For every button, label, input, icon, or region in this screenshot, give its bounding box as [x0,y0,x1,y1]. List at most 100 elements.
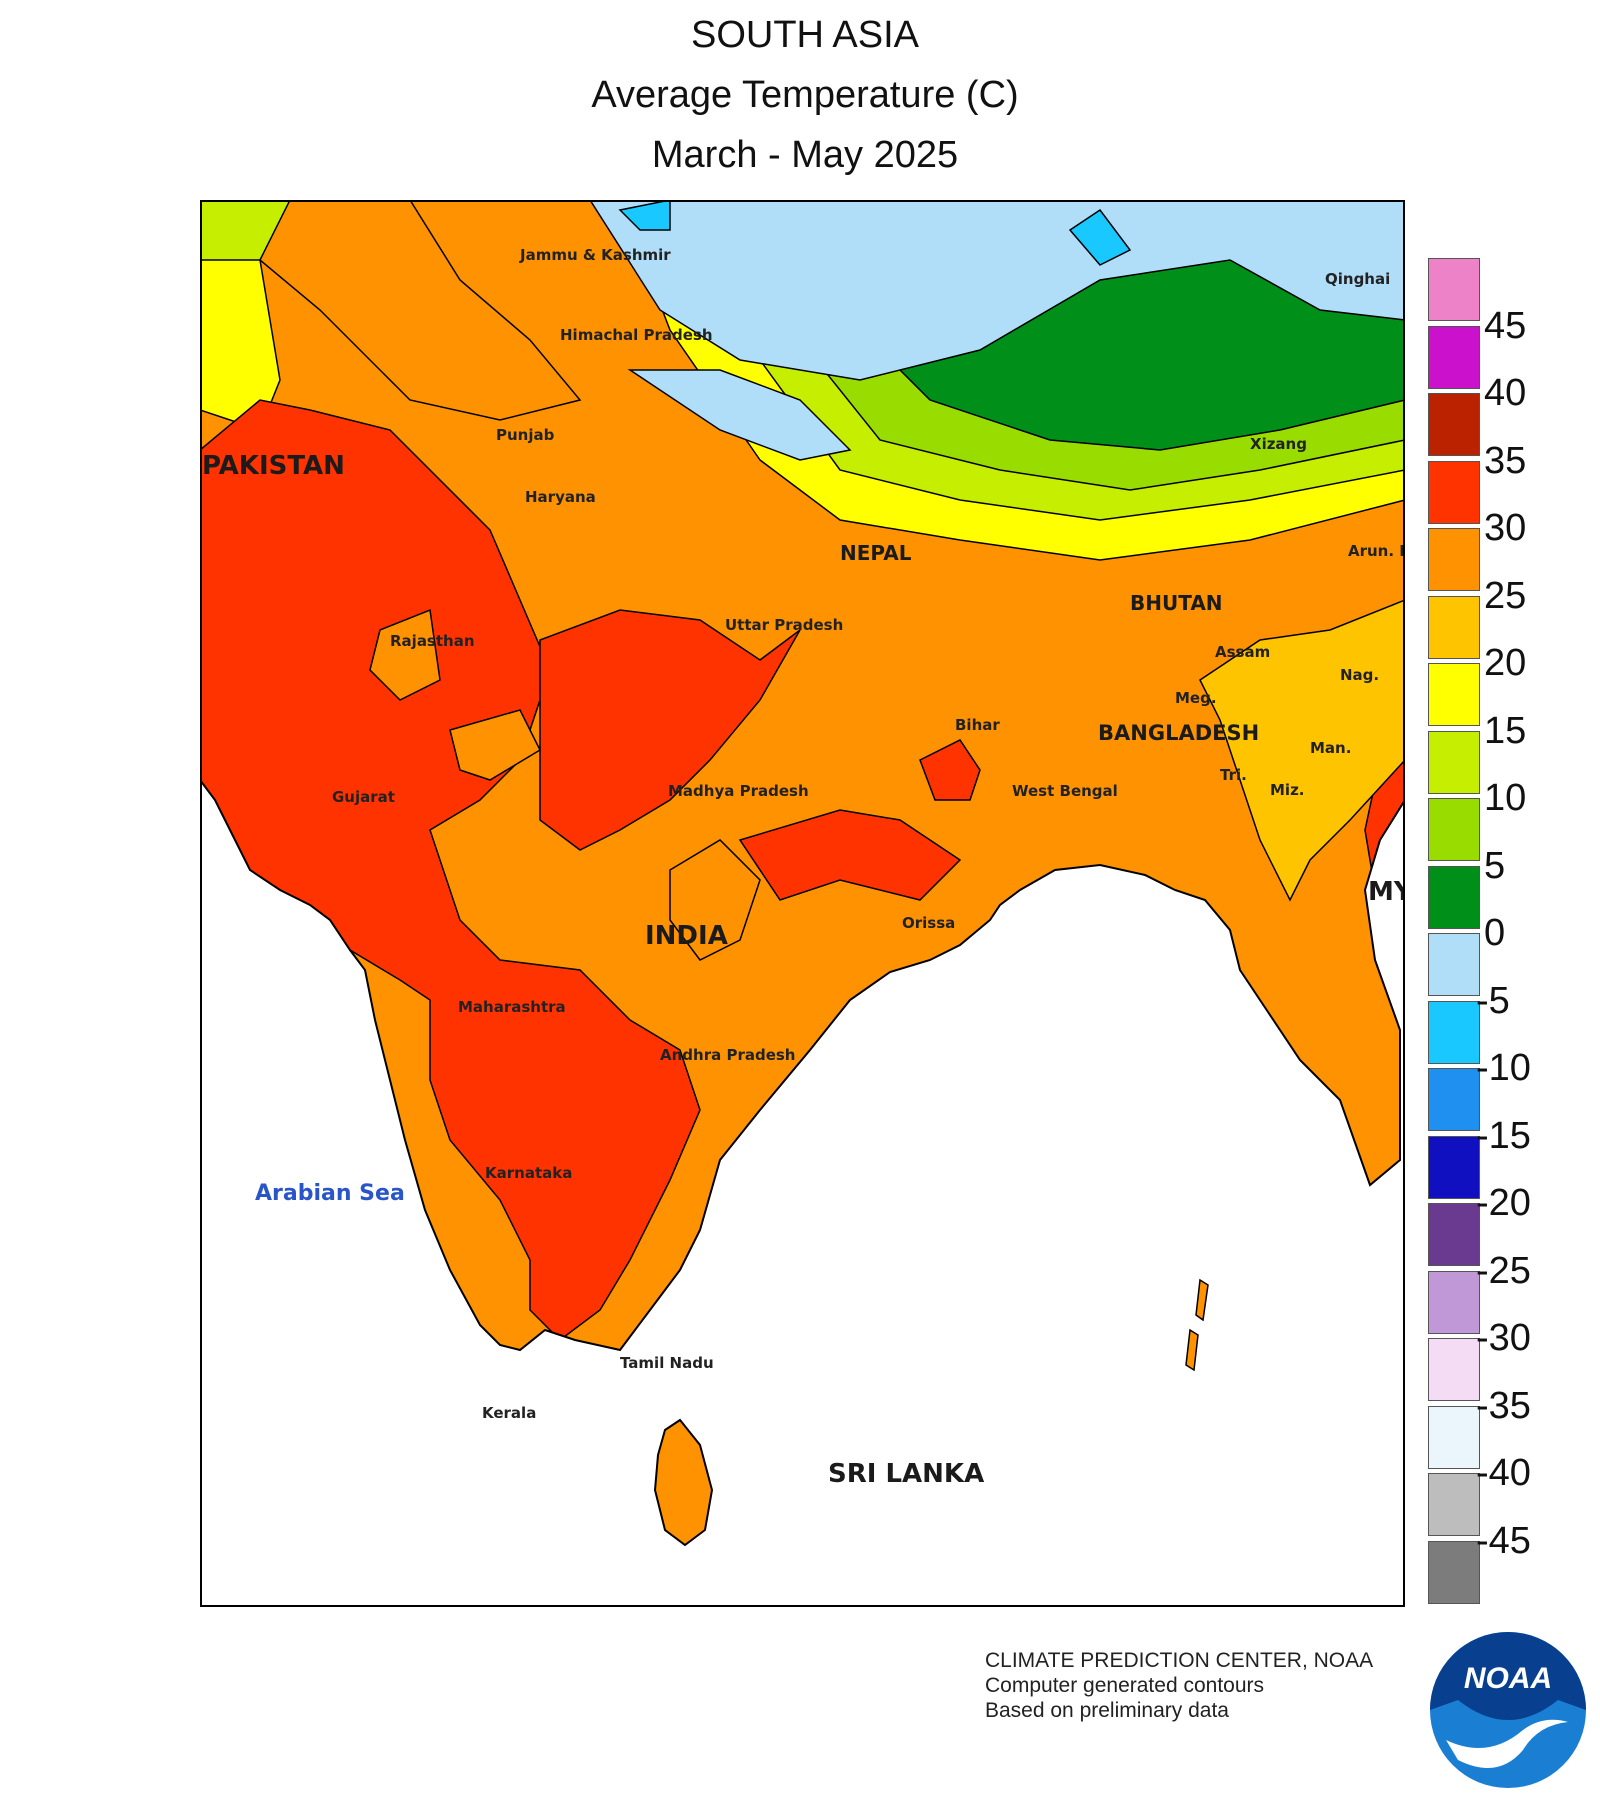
credit-line-2: Computer generated contours [985,1674,1264,1697]
map-period: March - May 2025 [651,134,959,176]
temperature-map: Jammu & Kashmir Himachal Pradesh Punjab … [200,200,1405,1607]
legend-tick-label: -25 [1476,1249,1531,1292]
map-title: SOUTH ASIA [690,14,920,56]
legend-swatch [1428,865,1480,929]
legend-tick-label: 10 [1484,777,1527,819]
label-gujarat: Gujarat [332,788,395,806]
map-border [200,200,1405,1607]
label-mizoram: Miz. [1270,781,1305,799]
noaa-logo-icon: NOAA [1428,1630,1588,1790]
legend-swatch [1428,325,1480,389]
label-orissa: Orissa [902,914,955,932]
fill-30-35-bengal [919,739,981,801]
fill-minus10-minus5-east [1068,208,1132,266]
legend-swatch [1428,1338,1480,1401]
label-tamil-nadu: Tamil Nadu [620,1354,714,1372]
label-tripura: Tri. [1220,766,1247,784]
label-arunachal: Arun. Pradesh [1348,542,1405,560]
legend-tick-label: -45 [1476,1519,1531,1562]
legend-tick-label: -35 [1476,1384,1531,1427]
fill-30-35 [200,399,701,1341]
label-himachal: Himachal Pradesh [560,326,713,344]
label-qinghai: Qinghai [1325,270,1390,288]
label-bihar: Bihar [955,716,1000,734]
legend-tick-label: 25 [1484,574,1527,617]
legend-tick-label: 40 [1484,372,1527,414]
legend-swatch [1428,730,1480,794]
fill-25-30-pocket-rajasthan [369,608,441,701]
credits: CLIMATE PREDICTION CENTER, NOAA Computer… [985,1648,1373,1723]
legend-tick-label: -10 [1476,1047,1531,1089]
label-rajasthan: Rajasthan [390,632,475,650]
legend-swatch [1428,933,1480,996]
fill-minus10-minus5 [618,200,671,231]
label-nagaland: Nag. [1340,666,1379,684]
legend-tick-label: 15 [1484,709,1527,752]
label-assam: Assam [1215,643,1270,661]
label-myanmar: MY [1368,877,1405,907]
legend-swatch [1428,663,1480,726]
legend-swatch [1428,528,1480,591]
legend-swatch [1428,1473,1480,1536]
label-sri-lanka: SRI LANKA [828,1459,984,1489]
label-xizang: Xizang [1250,435,1307,453]
label-pakistan: PAKISTAN [202,451,345,481]
legend-swatch [1428,798,1480,861]
label-west-bengal: West Bengal [1012,782,1118,800]
fill-30-35-central [539,609,801,851]
label-madhya-pradesh: Madhya Pradesh [668,782,809,800]
noaa-logo-text: NOAA [1464,1662,1552,1695]
label-manipur: Man. [1310,739,1351,757]
map-subtitle: Average Temperature (C) [591,74,1019,116]
legend-swatch [1428,258,1480,321]
legend-tick-label: -30 [1476,1317,1531,1359]
temperature-legend: 45 40 35 30 25 20 15 10 5 0 -5 -10 -15 -20 -25 -30 -35 -4… [1428,258,1588,1610]
fill-25-30-northwest [259,200,582,421]
legend-swatch [1428,393,1480,456]
legend-swatch [1428,1068,1480,1131]
legend-tick-label: 30 [1484,507,1527,549]
fill-30-35-orissa [738,809,962,901]
fill-20-25-northeast [1199,598,1405,902]
fill-25-30-pocket-deccan [669,839,761,961]
fill-minus5-0-basin [627,369,852,461]
label-arabian-sea: Arabian Sea [255,1181,405,1206]
label-andhra-pradesh: Andhra Pradesh [660,1046,795,1064]
fill-minus5-0 [588,200,1405,381]
legend-tick-label: -40 [1476,1452,1531,1494]
legend-tick-label: 35 [1484,439,1527,482]
legend-swatch [1428,1203,1480,1266]
label-punjab: Punjab [496,426,555,444]
legend-swatch [1428,595,1480,659]
label-bangladesh: BANGLADESH [1098,721,1259,745]
label-haryana: Haryana [525,488,596,506]
legend-tick-label: 45 [1484,304,1527,347]
legend-tick-label: -5 [1476,979,1510,1022]
label-jammu-kashmir: Jammu & Kashmir [519,246,671,264]
credit-line-3: Based on preliminary data [985,1699,1229,1722]
legend-tick-label: 5 [1484,844,1506,887]
land-temperature-fills [200,200,1405,1350]
credit-line-1: CLIMATE PREDICTION CENTER, NOAA [985,1649,1374,1672]
legend-swatch [1428,1540,1480,1604]
legend-tick-label: 20 [1484,642,1527,684]
legend-tick-label: -20 [1476,1182,1531,1224]
fill-25-30-pocket-mp [449,709,541,781]
legend-swatch [1428,1000,1480,1064]
andaman-island [1195,1278,1209,1322]
legend-swatch [1428,1405,1480,1469]
label-maharashtra: Maharashtra [458,998,566,1016]
legend-tick-label: 0 [1484,912,1506,954]
label-bhutan: BHUTAN [1130,591,1223,615]
label-uttar-pradesh: Uttar Pradesh [725,616,843,634]
sri-lanka-landmass [653,1418,714,1547]
map-canvas: Jammu & Kashmir Himachal Pradesh Punjab … [200,200,1405,1607]
label-kerala: Kerala [482,1404,536,1422]
andaman-island-2 [1185,1328,1199,1372]
label-nepal: NEPAL [840,541,912,565]
label-karnataka: Karnataka [485,1164,572,1182]
label-india: INDIA [645,921,728,951]
legend-tick-label: -15 [1476,1114,1531,1157]
legend-swatch [1428,1270,1480,1334]
legend-swatch [1428,460,1480,524]
